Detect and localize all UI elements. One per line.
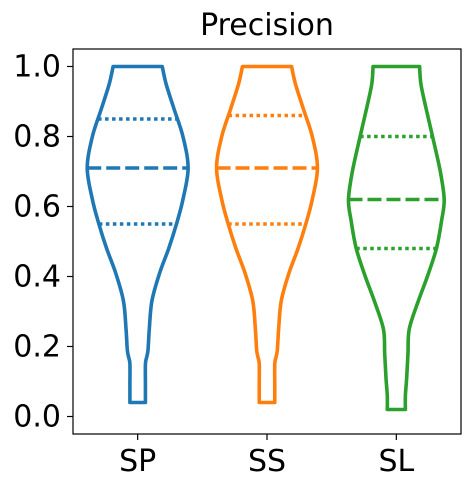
- x-tick-label: SS: [248, 444, 286, 479]
- plot-frame: [72, 48, 462, 435]
- chart-title: Precision: [200, 8, 334, 43]
- y-tick-label: 0.6: [13, 190, 61, 225]
- x-tick-label: SL: [378, 444, 414, 479]
- y-tick-label: 0.4: [13, 260, 61, 295]
- y-tick-label: 1.0: [13, 50, 61, 85]
- y-tick-label: 0.2: [13, 330, 61, 365]
- x-tick-label: SP: [119, 444, 156, 479]
- y-axis: 0.0 0.2 0.4 0.6 0.8 1.0: [13, 50, 73, 435]
- violin-sp: [85, 64, 190, 405]
- violin-sl: [346, 64, 446, 412]
- y-tick-label: 0.0: [13, 400, 61, 435]
- violins-group: [85, 64, 446, 412]
- y-tick-label: 0.8: [13, 120, 61, 155]
- violin-ss: [214, 64, 320, 405]
- x-axis: SP SS SL: [119, 434, 414, 479]
